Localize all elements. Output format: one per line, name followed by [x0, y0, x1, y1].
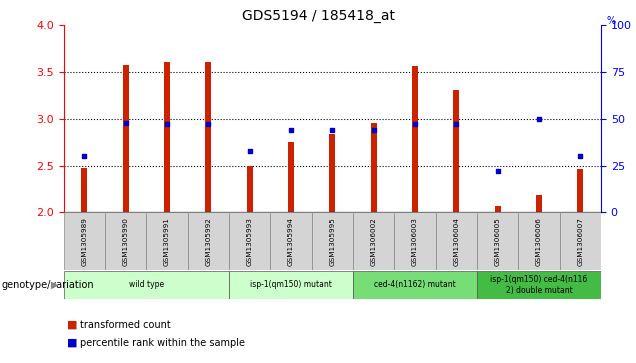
Text: GSM1306007: GSM1306007: [577, 217, 583, 266]
Text: GSM1306006: GSM1306006: [536, 217, 542, 266]
Point: [534, 116, 544, 122]
Point: [244, 148, 254, 154]
Bar: [105, 212, 146, 270]
Bar: [81, 168, 87, 212]
Bar: [329, 134, 335, 212]
Text: ced-4(n1162) mutant: ced-4(n1162) mutant: [374, 281, 456, 289]
Text: GSM1305990: GSM1305990: [123, 217, 128, 266]
Bar: [495, 206, 501, 212]
Text: wild type: wild type: [128, 281, 164, 289]
Text: ■: ■: [67, 320, 78, 330]
Point: [451, 122, 461, 127]
Point: [286, 127, 296, 133]
Bar: [453, 90, 459, 212]
Bar: [247, 166, 252, 212]
Bar: [371, 123, 377, 212]
Bar: [436, 212, 477, 270]
Text: %: %: [606, 16, 615, 26]
Bar: [536, 195, 542, 212]
Bar: [477, 271, 601, 299]
Text: GSM1305993: GSM1305993: [247, 217, 252, 266]
Text: ▶: ▶: [51, 280, 59, 290]
Bar: [229, 212, 270, 270]
Text: GSM1306003: GSM1306003: [412, 217, 418, 266]
Text: GSM1305991: GSM1305991: [164, 217, 170, 266]
Point: [369, 127, 379, 133]
Text: ■: ■: [67, 338, 78, 348]
Bar: [312, 212, 353, 270]
Text: GSM1306004: GSM1306004: [453, 217, 459, 266]
Bar: [123, 65, 128, 212]
Bar: [229, 271, 353, 299]
Text: transformed count: transformed count: [80, 320, 170, 330]
Point: [162, 122, 172, 127]
Bar: [477, 212, 518, 270]
Bar: [353, 271, 477, 299]
Text: GSM1306002: GSM1306002: [371, 217, 377, 266]
Point: [575, 153, 585, 159]
Bar: [164, 62, 170, 212]
Text: GSM1305994: GSM1305994: [288, 217, 294, 266]
Bar: [577, 170, 583, 212]
Bar: [146, 212, 188, 270]
Bar: [412, 66, 418, 212]
Text: percentile rank within the sample: percentile rank within the sample: [80, 338, 244, 348]
Bar: [394, 212, 436, 270]
Bar: [64, 271, 229, 299]
Point: [492, 168, 502, 174]
Text: isp-1(qm150) ced-4(n116
2) double mutant: isp-1(qm150) ced-4(n116 2) double mutant: [490, 275, 588, 295]
Point: [203, 122, 213, 127]
Text: isp-1(qm150) mutant: isp-1(qm150) mutant: [250, 281, 332, 289]
Bar: [288, 142, 294, 212]
Point: [410, 122, 420, 127]
Text: GSM1305992: GSM1305992: [205, 217, 211, 266]
Bar: [188, 212, 229, 270]
Bar: [64, 212, 105, 270]
Bar: [270, 212, 312, 270]
Point: [120, 120, 131, 126]
Text: GSM1305995: GSM1305995: [329, 217, 335, 266]
Bar: [353, 212, 394, 270]
Point: [79, 153, 89, 159]
Bar: [518, 212, 560, 270]
Text: genotype/variation: genotype/variation: [1, 280, 94, 290]
Text: GDS5194 / 185418_at: GDS5194 / 185418_at: [242, 9, 394, 23]
Text: GSM1306005: GSM1306005: [495, 217, 501, 266]
Bar: [560, 212, 601, 270]
Bar: [205, 62, 211, 212]
Text: GSM1305989: GSM1305989: [81, 217, 87, 266]
Point: [327, 127, 337, 133]
